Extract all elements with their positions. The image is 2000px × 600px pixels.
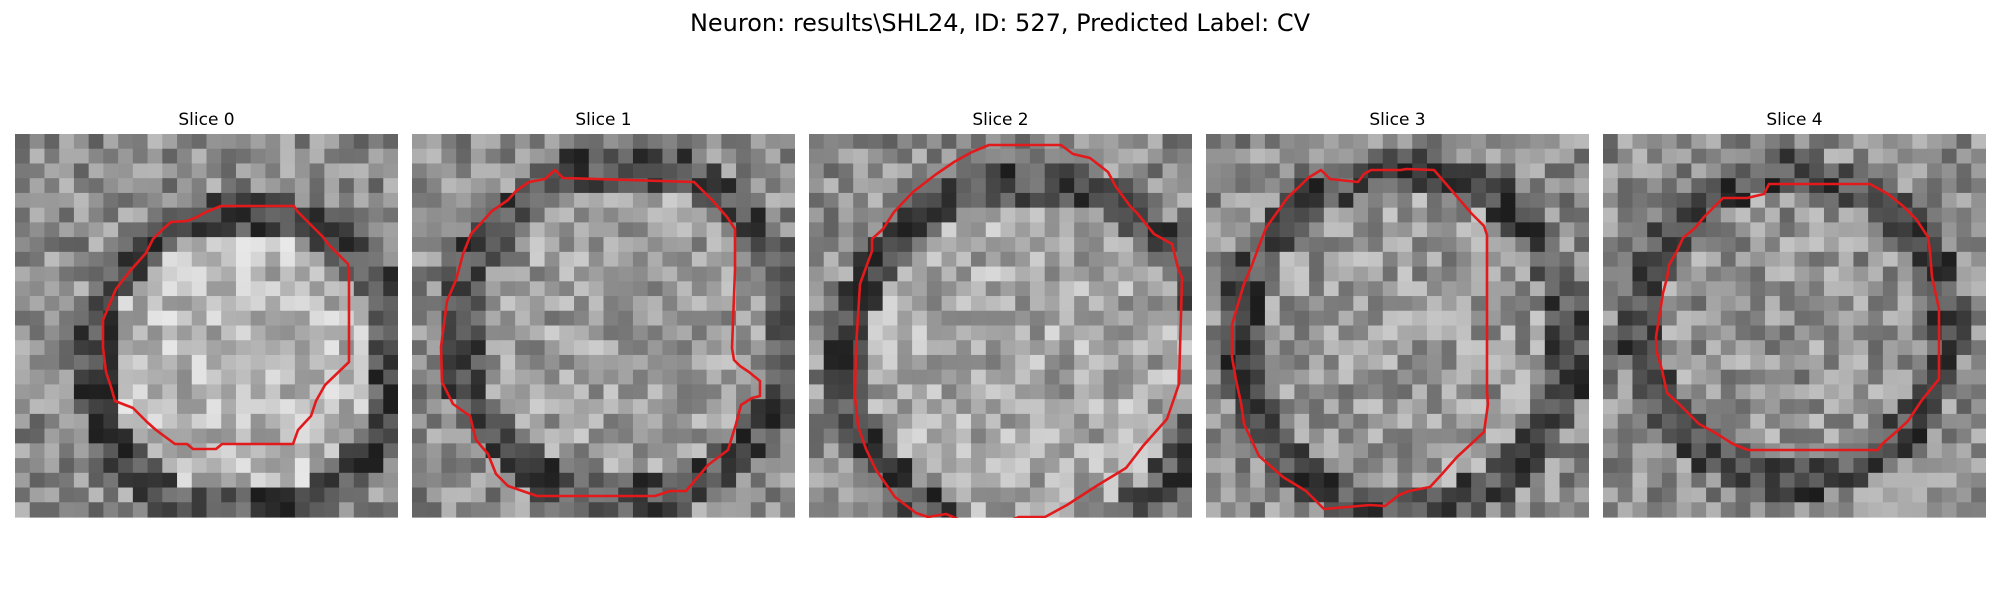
segmentation-contour xyxy=(1654,182,1941,452)
grayscale-pixels xyxy=(412,134,795,518)
slice-panel-0: Slice 0 xyxy=(15,109,398,518)
grayscale-pixels xyxy=(1603,134,1986,518)
figure-title: Neuron: results\SHL24, ID: 527, Predicte… xyxy=(689,9,1311,37)
segmentation-contour xyxy=(101,204,351,451)
slice-panel-4: Slice 4 xyxy=(1603,109,1986,518)
slice-panel-2: Slice 2 xyxy=(809,109,1192,518)
slice-image xyxy=(1603,134,1986,518)
slice-image xyxy=(15,134,398,518)
grayscale-pixels xyxy=(1206,134,1589,518)
segmentation-contour xyxy=(853,143,1184,518)
slice-panel-3: Slice 3 xyxy=(1206,109,1589,518)
slice-title: Slice 3 xyxy=(1369,110,1426,130)
slice-image xyxy=(1206,134,1589,518)
slice-title: Slice 0 xyxy=(178,110,235,130)
segmentation-contour xyxy=(1230,167,1490,511)
grayscale-pixels xyxy=(809,134,1192,518)
slice-panel-1: Slice 1 xyxy=(412,109,795,518)
slice-title: Slice 1 xyxy=(575,110,632,130)
slice-image xyxy=(809,134,1192,518)
slice-title: Slice 4 xyxy=(1766,110,1823,130)
slice-image xyxy=(412,134,795,518)
segmentation-contour xyxy=(439,168,762,498)
grayscale-pixels xyxy=(15,134,398,518)
slice-title: Slice 2 xyxy=(972,110,1029,130)
